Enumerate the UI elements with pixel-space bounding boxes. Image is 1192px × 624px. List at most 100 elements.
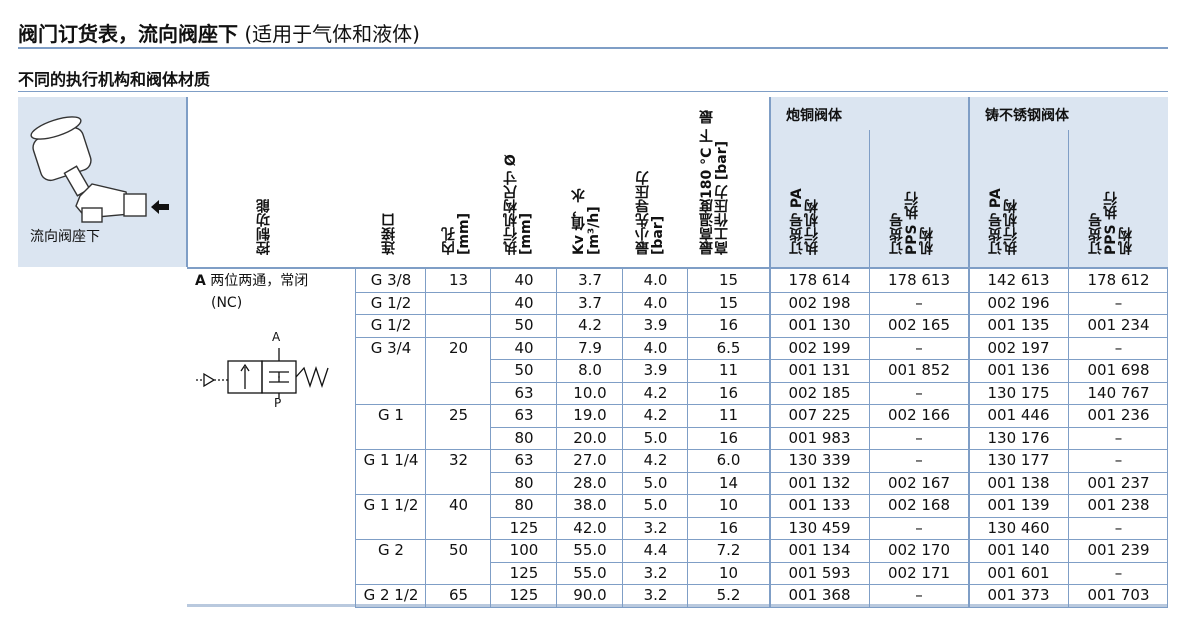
brass-pa-cell: 007 225 — [788, 406, 851, 424]
row-divider — [355, 291, 1167, 293]
stainless-pa-cell: 130 176 — [987, 428, 1050, 447]
row-divider — [355, 584, 1167, 585]
kv-cell: 90.0 — [573, 586, 607, 604]
kv-cell: 27.0 — [573, 451, 607, 469]
row-divider — [355, 494, 1167, 495]
row-divider — [490, 426, 1167, 428]
min-pilot-cell: 3.9 — [643, 316, 668, 334]
stainless-pps-cell: 140 767 — [1087, 383, 1150, 402]
title-divider — [18, 47, 1168, 49]
port-cell: G 3/4 — [370, 338, 412, 357]
stainless-pps-cell: – — [1114, 563, 1123, 582]
stainless-pps-cell: 001 237 — [1087, 473, 1150, 492]
bore-cell: 20 — [448, 338, 469, 357]
stainless-pa-cell: 001 601 — [987, 563, 1050, 582]
brass-pa-cell: 001 368 — [788, 586, 851, 604]
symbol-port-p: P — [274, 396, 282, 410]
column-divider — [622, 269, 623, 608]
brass-pa-cell: 130 459 — [788, 518, 851, 537]
port-cell: G 1 1/4 — [363, 451, 419, 469]
brass-pa-cell: 002 199 — [788, 338, 851, 357]
header-divider — [968, 97, 970, 267]
bore-cell: 25 — [448, 406, 469, 424]
stainless-pps-cell: 178 612 — [1087, 271, 1150, 289]
actuator-size-cell: 63 — [514, 406, 534, 424]
symbol-port-a: A — [272, 330, 281, 344]
header-divider — [769, 97, 771, 267]
stainless-pps-cell: 001 234 — [1087, 316, 1150, 334]
brass-pa-cell: 001 130 — [788, 316, 851, 334]
bore-cell: 13 — [448, 271, 469, 289]
max-pressure-cell: 6.0 — [716, 451, 741, 469]
header-port: 连接口 — [381, 213, 397, 255]
kv-cell: 55.0 — [573, 541, 607, 559]
column-divider — [1167, 269, 1168, 608]
stainless-pa-cell: 002 196 — [987, 293, 1050, 312]
stainless-pps-cell: 001 239 — [1087, 541, 1150, 559]
header-actuator-size: 执行机构尺寸 Ø [mm] — [503, 154, 534, 255]
stainless-pps-cell: – — [1114, 293, 1123, 312]
actuator-size-cell: 40 — [514, 338, 534, 357]
actuator-size-cell: 125 — [509, 518, 539, 537]
max-pressure-cell: 14 — [718, 473, 739, 492]
actuator-size-cell: 40 — [514, 271, 534, 289]
column-divider — [968, 269, 970, 608]
stainless-pps-cell: 001 236 — [1087, 406, 1150, 424]
stainless-pps-cell: – — [1114, 428, 1123, 447]
port-cell: G 1 1/2 — [363, 496, 419, 514]
max-pressure-cell: 7.2 — [716, 541, 741, 559]
kv-cell: 42.0 — [573, 518, 607, 537]
actuator-size-cell: 63 — [514, 451, 534, 469]
actuator-size-cell: 80 — [514, 473, 534, 492]
row-divider — [490, 561, 1167, 563]
max-pressure-cell: 15 — [718, 271, 739, 289]
min-pilot-cell: 4.4 — [643, 541, 668, 559]
stainless-pa-cell: 130 177 — [987, 451, 1050, 469]
min-pilot-cell: 3.2 — [643, 563, 668, 582]
max-pressure-cell: 16 — [718, 518, 739, 537]
header-max-pressure: 最高温度180 °C 下 最高工作压力 [bar] — [699, 109, 730, 255]
min-pilot-cell: 3.2 — [643, 518, 668, 537]
kv-cell: 10.0 — [573, 383, 607, 402]
brass-pps-cell: 002 166 — [887, 406, 951, 424]
max-pressure-cell: 15 — [718, 293, 739, 312]
valve-illustration — [30, 116, 147, 223]
min-pilot-cell: 3.2 — [643, 586, 668, 604]
port-cell: G 3/8 — [370, 271, 412, 289]
stainless-pps-cell: – — [1114, 451, 1123, 469]
row-divider — [355, 449, 1167, 450]
actuator-size-cell: 100 — [509, 541, 539, 559]
brass-pps-cell: – — [915, 338, 923, 357]
function-name: 两位两通，常闭 — [210, 273, 309, 289]
title-main: 阀门订货表，流向阀座下 — [18, 22, 238, 46]
column-divider — [1068, 269, 1069, 608]
row-divider — [355, 314, 1167, 315]
brass-pa-cell: 001 131 — [788, 361, 851, 379]
actuator-size-cell: 80 — [514, 428, 534, 447]
port-cell: G 1 — [378, 406, 404, 424]
row-divider — [490, 471, 1167, 473]
brass-pa-cell: 001 983 — [788, 428, 851, 447]
column-divider — [425, 269, 426, 608]
stainless-pa-cell: 001 446 — [987, 406, 1050, 424]
header-min-pilot: 最小先导压力 [bar] — [635, 171, 666, 255]
stainless-pa-cell: 142 613 — [987, 271, 1050, 289]
stainless-pa-cell: 001 136 — [987, 361, 1050, 379]
function-nc: (NC) — [211, 295, 243, 311]
brass-pa-cell: 001 133 — [788, 496, 851, 514]
brass-pa-cell: 130 339 — [788, 451, 851, 469]
actuator-size-cell: 63 — [514, 383, 534, 402]
min-pilot-cell: 4.0 — [643, 271, 668, 289]
section-subtitle: 不同的执行机构和阀体材质 — [18, 70, 211, 89]
header-bottom-rule — [187, 267, 1168, 269]
arrow-left-icon — [151, 200, 169, 214]
row-divider — [355, 606, 1167, 608]
column-divider — [687, 269, 688, 608]
bore-cell: 32 — [448, 451, 469, 469]
kv-cell: 38.0 — [573, 496, 607, 514]
min-pilot-cell: 4.2 — [643, 451, 668, 469]
brass-pa-cell: 178 614 — [788, 271, 851, 289]
brass-pps-cell: 001 852 — [887, 361, 951, 379]
document-title: 阀门订货表，流向阀座下 (适用于气体和液体) — [18, 18, 420, 47]
brass-pps-cell: – — [915, 428, 923, 447]
